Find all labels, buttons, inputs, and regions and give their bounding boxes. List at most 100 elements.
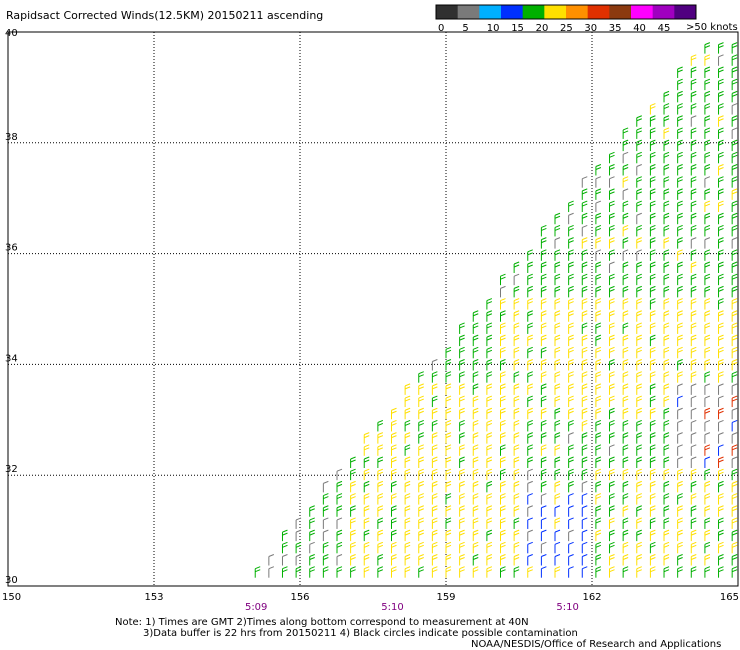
wind-barb [718, 407, 724, 420]
wind-barb [540, 541, 547, 554]
wind-barb [663, 493, 670, 505]
wind-barb [459, 566, 465, 578]
wind-barb [731, 346, 738, 359]
wind-barb [554, 224, 561, 237]
wind-barb [636, 383, 642, 395]
wind-barb [731, 42, 738, 54]
wind-barb [663, 554, 670, 566]
wind-barb [486, 541, 493, 554]
wind-barb [500, 407, 506, 420]
wind-barb [704, 176, 711, 188]
wind-barb [404, 529, 411, 542]
wind-barb [486, 407, 493, 420]
wind-barb [690, 383, 697, 395]
wind-barb [513, 334, 520, 347]
colorbar-swatch [652, 5, 675, 19]
wind-barb [581, 188, 588, 200]
wind-barb [513, 456, 520, 468]
wind-barb [568, 371, 574, 383]
wind-barb [649, 346, 656, 359]
wind-barb [540, 346, 547, 359]
wind-barb [500, 529, 506, 542]
wind-barb [677, 261, 683, 273]
wind-barb [677, 66, 683, 78]
wind-barb [690, 139, 697, 152]
wind-barb [568, 541, 574, 554]
wind-barb [350, 493, 356, 505]
wind-barb [704, 395, 711, 408]
wind-barb [731, 78, 738, 91]
wind-barb [527, 407, 533, 420]
wind-barb [595, 285, 602, 298]
wind-barb [677, 554, 683, 566]
wind-barb [581, 224, 588, 237]
y-tick-label: 40 [5, 28, 18, 39]
wind-barb [731, 468, 738, 481]
colorbar-swatch [587, 5, 610, 19]
wind-barb [609, 395, 615, 408]
wind-barb [486, 480, 493, 493]
wind-barb [472, 334, 479, 347]
wind-barb [622, 359, 629, 371]
wind-barb [718, 42, 724, 54]
wind-barb [677, 541, 683, 554]
wind-barb [554, 322, 561, 334]
wind-barb [459, 444, 465, 456]
wind-barb [663, 480, 670, 493]
wind-barb [445, 359, 452, 371]
wind-barb [581, 298, 588, 310]
wind-barb [568, 554, 574, 566]
wind-barb [677, 310, 683, 322]
wind-barb [649, 322, 656, 334]
wind-barb [636, 176, 642, 188]
wind-barb [404, 432, 411, 444]
wind-barb [677, 444, 683, 456]
wind-barb [649, 164, 656, 176]
wind-barb [581, 395, 588, 408]
wind-barb [486, 298, 493, 310]
wind-barb [595, 334, 602, 347]
wind-barb [431, 359, 438, 371]
wind-barb [445, 371, 452, 383]
wind-barb [336, 480, 343, 493]
wind-barb [690, 103, 697, 115]
wind-barb [513, 395, 520, 408]
wind-barb [636, 151, 642, 164]
wind-barb [540, 383, 547, 395]
wind-barb [663, 90, 670, 103]
wind-barb [322, 529, 329, 542]
wind-barb [690, 468, 697, 481]
wind-barb [731, 54, 738, 66]
wind-barb [704, 151, 711, 164]
wind-barb [431, 419, 438, 432]
wind-barb [649, 224, 656, 237]
x-tick-label: 153 [144, 592, 163, 603]
wind-barb [390, 529, 397, 542]
wind-barb [649, 529, 656, 542]
wind-barb [554, 468, 561, 481]
wind-barb [595, 346, 602, 359]
wind-barb [500, 346, 506, 359]
colorbar-tick-label: 40 [633, 23, 646, 34]
wind-barb [718, 419, 724, 432]
wind-barb [622, 164, 629, 176]
wind-barb [472, 346, 479, 359]
wind-barb [622, 346, 629, 359]
wind-barb [636, 224, 642, 237]
wind-barb [731, 188, 738, 200]
wind-barb [390, 566, 397, 578]
wind-barb [636, 493, 642, 505]
wind-barb [540, 419, 547, 432]
wind-barb [622, 505, 629, 517]
wind-barb [731, 505, 738, 517]
wind-barb [690, 322, 697, 334]
wind-barb [268, 554, 275, 566]
wind-barb [636, 188, 642, 200]
wind-barb [459, 529, 465, 542]
chart-title: Rapidsact Corrected Winds(12.5KM) 201502… [6, 9, 323, 22]
time-labels: 5:09 5:10 5:10 [245, 602, 579, 613]
time-label: 5:10 [556, 602, 578, 613]
wind-barb [663, 249, 670, 261]
wind-barb [527, 554, 533, 566]
